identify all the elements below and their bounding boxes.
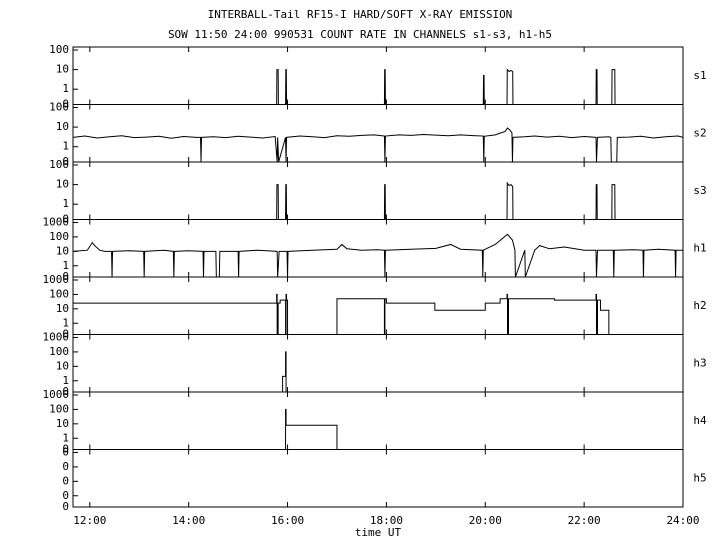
y-tick-label: 0 xyxy=(62,460,69,473)
y-tick-label: 0 xyxy=(62,443,69,456)
y-tick-label: 100 xyxy=(49,402,69,415)
channel-label: s1 xyxy=(693,69,706,82)
y-tick-label: 100 xyxy=(49,158,69,171)
y-tick-label: 1000 xyxy=(43,216,70,229)
channel-label: h5 xyxy=(693,471,706,484)
y-tick-label: 0 xyxy=(62,213,69,226)
y-tick-label: 1 xyxy=(62,259,69,272)
chart-title: INTERBALL-Tail RF15-I HARD/SOFT X-RAY EM… xyxy=(208,8,513,21)
y-tick-label: 10 xyxy=(56,359,69,372)
y-tick-label: 1 xyxy=(62,374,69,387)
panel-frame xyxy=(72,449,684,508)
x-tick-label: 16:00 xyxy=(271,514,304,527)
panel-frame xyxy=(72,219,684,278)
trace xyxy=(73,293,683,335)
y-tick-label: 0 xyxy=(62,385,69,398)
trace xyxy=(73,181,683,220)
trace xyxy=(73,408,683,450)
y-tick-label: 1000 xyxy=(43,273,70,286)
channel-label: h3 xyxy=(693,356,706,369)
panel-frame xyxy=(72,104,684,163)
y-tick-label: 100 xyxy=(49,230,69,243)
x-tick-label: 20:00 xyxy=(469,514,502,527)
y-tick-label: 10 xyxy=(56,417,69,430)
chart-subtitle: SOW 11:50 24:00 990531 COUNT RATE IN CHA… xyxy=(168,28,552,41)
y-tick-label: 0 xyxy=(62,98,69,111)
channel-label: h2 xyxy=(693,299,706,312)
y-tick-label: 10 xyxy=(56,178,69,191)
panel-frame xyxy=(72,391,684,450)
channel-label: h4 xyxy=(693,414,707,427)
y-tick-label: 10 xyxy=(56,120,69,133)
y-tick-label: 0 xyxy=(62,155,69,168)
trace xyxy=(73,351,683,393)
trace xyxy=(73,68,683,105)
channel-label: s3 xyxy=(693,184,706,197)
panel-frame xyxy=(72,161,684,220)
x-tick-label: 18:00 xyxy=(370,514,403,527)
trace xyxy=(72,127,684,163)
y-tick-label: 10 xyxy=(56,302,69,315)
y-tick-label: 0 xyxy=(62,328,69,341)
y-tick-label: 1 xyxy=(62,431,69,444)
trace xyxy=(72,233,683,278)
y-tick-label: 0 xyxy=(62,446,69,459)
y-tick-label: 0 xyxy=(62,474,69,487)
y-tick-label: 0 xyxy=(62,500,69,513)
y-tick-label: 10 xyxy=(56,63,69,76)
y-tick-label: 1 xyxy=(62,197,69,210)
panel-frame xyxy=(72,46,684,105)
y-tick-label: 100 xyxy=(49,43,69,56)
y-tick-label: 1 xyxy=(62,316,69,329)
y-tick-label: 0 xyxy=(62,489,69,502)
x-tick-label: 24:00 xyxy=(666,514,699,527)
y-tick-label: 1000 xyxy=(43,331,70,344)
channel-label: h1 xyxy=(693,241,706,254)
y-tick-label: 100 xyxy=(49,345,69,358)
y-tick-label: 100 xyxy=(49,287,69,300)
channel-label: s2 xyxy=(693,126,706,139)
panel-frame xyxy=(72,276,684,335)
x-tick-label: 22:00 xyxy=(568,514,601,527)
panel-frame xyxy=(72,334,684,393)
y-tick-label: 100 xyxy=(49,101,69,114)
x-tick-label: 14:00 xyxy=(172,514,205,527)
y-tick-label: 10 xyxy=(56,244,69,257)
x-axis-label: time UT xyxy=(355,526,402,539)
y-tick-label: 1000 xyxy=(43,388,70,401)
y-tick-label: 0 xyxy=(62,270,69,283)
y-tick-label: 1 xyxy=(62,82,69,95)
x-tick-label: 12:00 xyxy=(73,514,106,527)
y-tick-label: 1 xyxy=(62,140,69,153)
